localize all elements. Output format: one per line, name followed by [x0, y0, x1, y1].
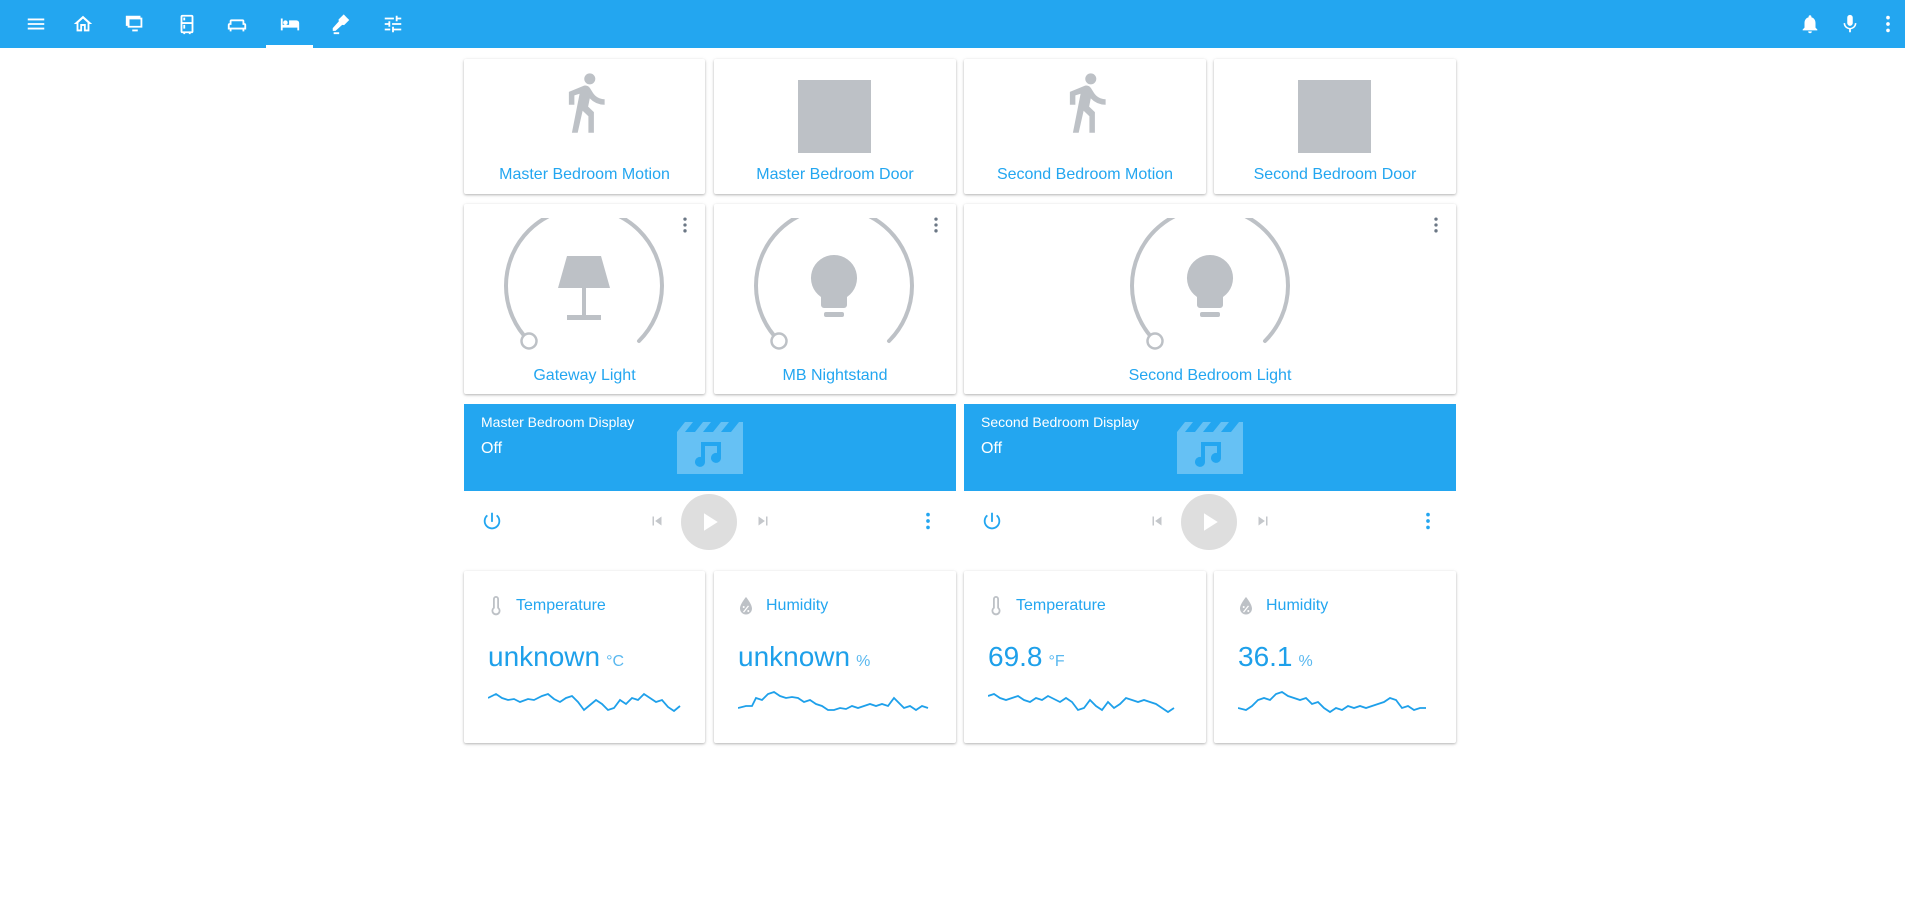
top-toolbar [0, 0, 1905, 48]
skip-previous-icon[interactable] [1147, 511, 1167, 531]
sensor-value-row: unknown% [738, 641, 870, 673]
brightness-slider[interactable] [501, 218, 667, 368]
binary-sensor-card[interactable]: Second Bedroom Motion [964, 59, 1206, 194]
walk-icon [568, 73, 605, 133]
sensor-header: Humidity [1238, 596, 1328, 616]
sensor-unit: °F [1048, 653, 1065, 670]
sensor-label: Humidity [766, 597, 829, 614]
active-tab-indicator [266, 45, 313, 48]
binary-sensor-card[interactable]: Second Bedroom Door [1214, 59, 1456, 194]
sensor-value-row: unknown °C [488, 641, 624, 673]
sensor-value: 69.8 [988, 641, 1043, 672]
brightness-slider[interactable] [1127, 218, 1293, 368]
sensor-value-row: 36.1% [1238, 641, 1313, 673]
sensor-unit: °C [606, 653, 625, 670]
movie-music-icon [1177, 422, 1243, 474]
walk-icon [1069, 73, 1106, 133]
sensor-card[interactable]: Temperature unknown °C [464, 571, 705, 743]
sensor-value-row: 69.8 °F [988, 641, 1065, 673]
media-header[interactable]: Master Bedroom Display Off [464, 404, 956, 491]
more-vert-icon[interactable] [926, 212, 946, 238]
menu-icon[interactable] [12, 0, 60, 48]
light-card[interactable]: Gateway Light [464, 204, 705, 394]
sensor-name: Second Bedroom Motion [996, 166, 1174, 183]
skip-next-icon[interactable] [753, 511, 773, 531]
monitor-icon[interactable] [111, 0, 159, 48]
media-controls [964, 491, 1456, 554]
media-player-card: Master Bedroom Display Off [464, 404, 956, 554]
sensor-card[interactable]: Temperature 69.8 °F [964, 571, 1206, 743]
sensor-name: Second Bedroom Door [1253, 166, 1417, 183]
sensor-header: Temperature [988, 596, 1106, 616]
more-vert-icon[interactable] [675, 212, 695, 238]
bell-icon[interactable] [1786, 0, 1834, 48]
bed-icon[interactable] [266, 0, 314, 48]
lightbulb-icon[interactable] [809, 255, 859, 321]
skip-next-icon[interactable] [1253, 511, 1273, 531]
thermometer-icon [991, 596, 1001, 616]
sensor-value: unknown [488, 641, 601, 672]
sparkline [738, 691, 929, 712]
binary-sensor-card[interactable]: Master Bedroom Motion [464, 59, 705, 194]
cctv-icon[interactable] [317, 0, 365, 48]
sparkline [988, 693, 1175, 714]
lamp-icon[interactable] [557, 256, 611, 326]
thermometer-icon [491, 596, 501, 616]
play-button[interactable] [681, 494, 737, 550]
media-player-card: Second Bedroom Display Off [964, 404, 1456, 554]
lightbulb-icon[interactable] [1185, 255, 1235, 321]
sensor-name: Master Bedroom Motion [499, 166, 670, 183]
tune-icon[interactable] [369, 0, 417, 48]
media-controls [464, 491, 956, 554]
sofa-icon[interactable] [213, 0, 261, 48]
sensor-label: Temperature [1016, 597, 1106, 614]
sensor-unit: % [1298, 653, 1313, 670]
power-icon[interactable] [980, 509, 1004, 533]
more-vert-icon[interactable] [1864, 0, 1905, 48]
media-title: Second Bedroom Display [981, 414, 1139, 430]
light-card[interactable]: MB Nightstand [714, 204, 956, 394]
power-icon[interactable] [480, 509, 504, 533]
media-state: Off [981, 440, 1003, 457]
sensor-header: Humidity [738, 596, 828, 616]
media-state: Off [481, 440, 503, 457]
sensor-label: Humidity [1266, 597, 1329, 614]
light-name: MB Nightstand [782, 367, 888, 384]
sensor-label: Temperature [516, 597, 606, 614]
more-vert-icon[interactable] [916, 509, 940, 533]
play-icon [704, 513, 718, 531]
sensor-unit: % [856, 653, 871, 670]
sparkline [1238, 691, 1426, 714]
sparkline [488, 692, 681, 713]
play-button[interactable] [1181, 494, 1237, 550]
sensor-card[interactable]: Humidity unknown% [714, 571, 956, 743]
media-title: Master Bedroom Display [481, 414, 635, 430]
light-card[interactable]: Second Bedroom Light [964, 204, 1456, 394]
more-vert-icon[interactable] [1416, 509, 1440, 533]
media-header[interactable]: Second Bedroom Display Off [964, 404, 1456, 491]
light-name: Second Bedroom Light [1128, 367, 1292, 384]
play-icon [1204, 513, 1218, 531]
movie-music-icon [677, 422, 743, 474]
sensor-value: unknown [738, 641, 851, 672]
sensor-card[interactable]: Humidity 36.1% [1214, 571, 1456, 743]
skip-previous-icon[interactable] [647, 511, 667, 531]
sensor-name: Master Bedroom Door [756, 166, 914, 183]
water-percent-icon [1240, 597, 1252, 615]
square-icon [1298, 80, 1371, 153]
light-name: Gateway Light [533, 367, 636, 384]
brightness-slider[interactable] [751, 218, 917, 368]
fridge-icon[interactable] [163, 0, 211, 48]
microphone-icon[interactable] [1826, 0, 1874, 48]
home-icon[interactable] [59, 0, 107, 48]
sensor-value: 36.1 [1238, 641, 1293, 672]
square-icon [798, 80, 871, 153]
water-percent-icon [740, 597, 752, 615]
binary-sensor-card[interactable]: Master Bedroom Door [714, 59, 956, 194]
sensor-header: Temperature [488, 596, 606, 616]
more-vert-icon[interactable] [1426, 212, 1446, 238]
